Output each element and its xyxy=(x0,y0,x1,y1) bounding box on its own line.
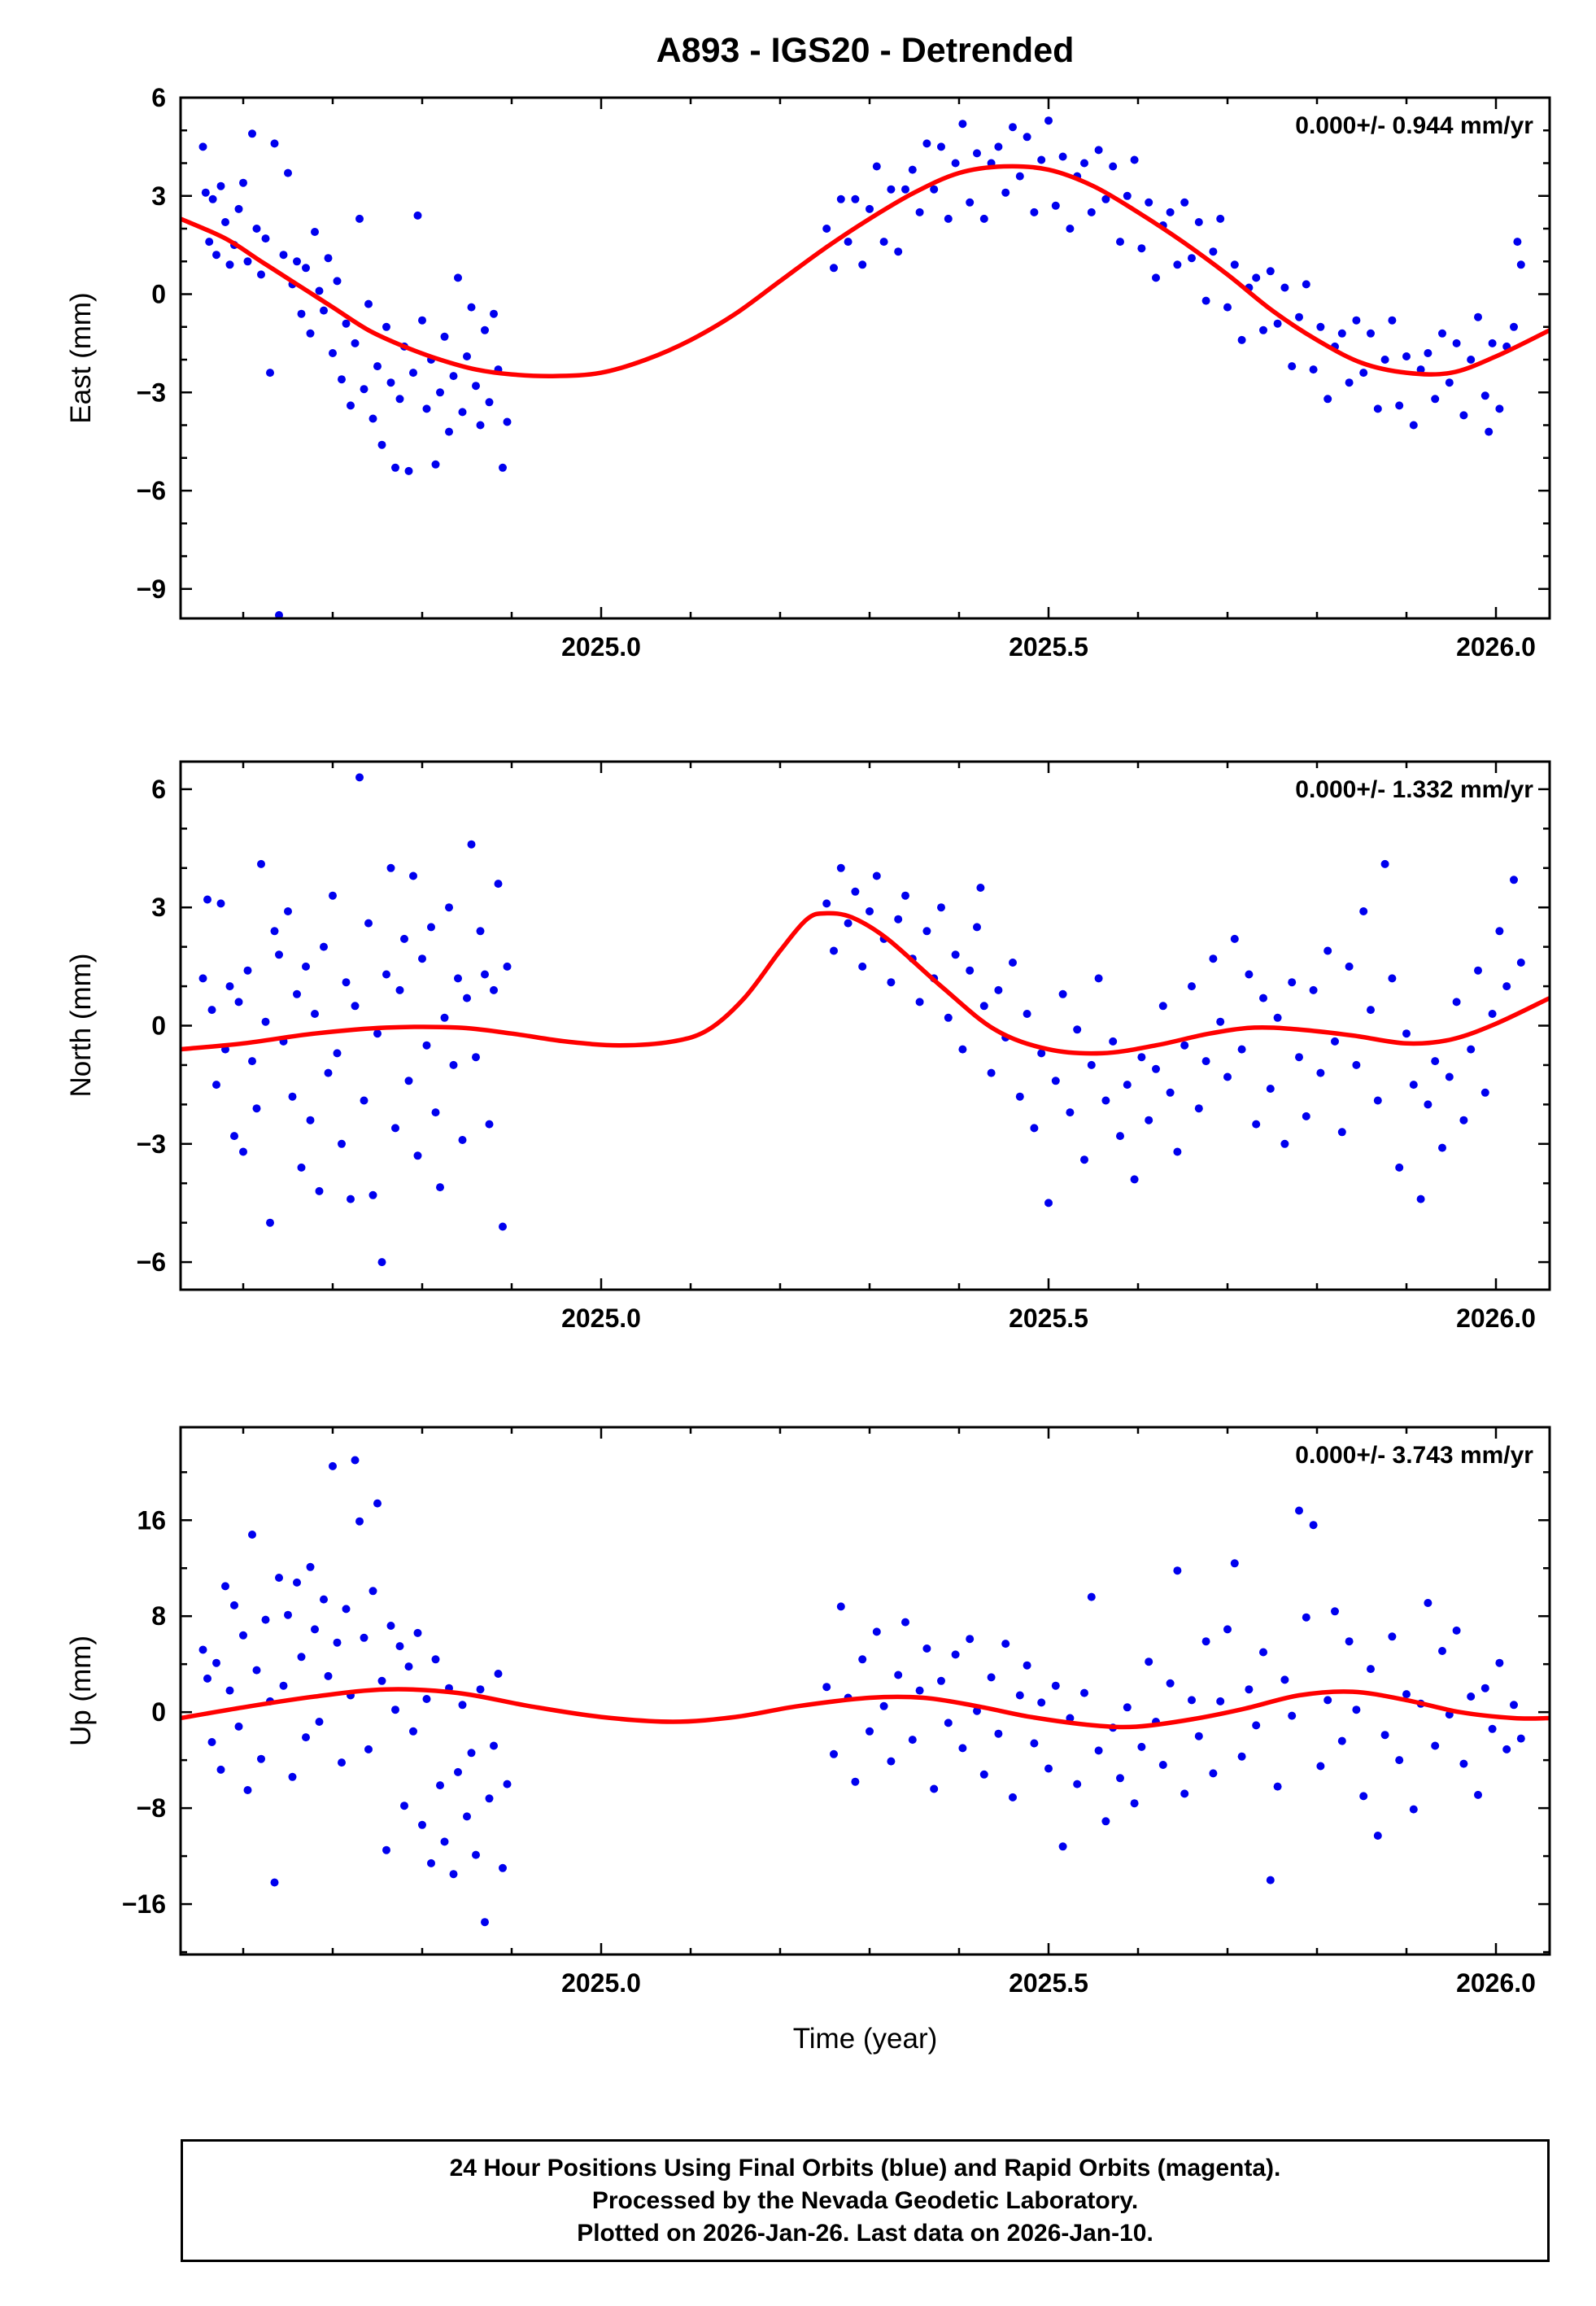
caption-box: 24 Hour Positions Using Final Orbits (bl… xyxy=(181,2139,1550,2262)
svg-text:2025.5: 2025.5 xyxy=(1009,632,1088,662)
svg-text:−9: −9 xyxy=(137,574,166,604)
svg-text:2026.0: 2026.0 xyxy=(1456,632,1536,662)
svg-text:6: 6 xyxy=(151,775,166,804)
svg-text:−6: −6 xyxy=(137,1247,166,1277)
svg-text:6: 6 xyxy=(151,83,166,112)
east-rate-annotation: 0.000+/- 0.944 mm/yr xyxy=(1295,112,1533,139)
svg-text:0: 0 xyxy=(151,1697,166,1727)
svg-text:2026.0: 2026.0 xyxy=(1456,1304,1536,1333)
caption-line-2: Processed by the Nevada Geodetic Laborat… xyxy=(591,2186,1139,2214)
svg-text:8: 8 xyxy=(151,1601,166,1631)
caption-line-3: Plotted on 2026-Jan-26. Last data on 202… xyxy=(577,2219,1153,2247)
svg-text:3: 3 xyxy=(151,181,166,211)
svg-text:−8: −8 xyxy=(137,1793,166,1823)
svg-text:16: 16 xyxy=(137,1505,166,1535)
east-axis-label: East (mm) xyxy=(65,292,97,424)
svg-text:−6: −6 xyxy=(137,476,166,505)
up-rate-annotation: 0.000+/- 3.743 mm/yr xyxy=(1295,1442,1533,1469)
north-rate-annotation: 0.000+/- 1.332 mm/yr xyxy=(1295,776,1533,803)
svg-text:−3: −3 xyxy=(137,378,166,407)
svg-text:2025.5: 2025.5 xyxy=(1009,1968,1088,1998)
time-axis-label: Time (year) xyxy=(792,2023,938,2055)
svg-text:−3: −3 xyxy=(137,1129,166,1159)
svg-text:3: 3 xyxy=(151,893,166,922)
svg-text:2026.0: 2026.0 xyxy=(1456,1968,1536,1998)
up-axis-label: Up (mm) xyxy=(65,1635,97,1747)
svg-text:2025.0: 2025.0 xyxy=(561,632,641,662)
svg-text:−16: −16 xyxy=(122,1889,166,1919)
page-title: A893 - IGS20 - Detrended xyxy=(656,31,1075,70)
svg-text:2025.5: 2025.5 xyxy=(1009,1304,1088,1333)
caption-line-1: 24 Hour Positions Using Final Orbits (bl… xyxy=(449,2154,1281,2182)
svg-text:2025.0: 2025.0 xyxy=(561,1968,641,1998)
svg-text:0: 0 xyxy=(151,280,166,309)
north-axis-label: North (mm) xyxy=(65,953,97,1098)
svg-text:0: 0 xyxy=(151,1011,166,1041)
svg-text:2025.0: 2025.0 xyxy=(561,1304,641,1333)
